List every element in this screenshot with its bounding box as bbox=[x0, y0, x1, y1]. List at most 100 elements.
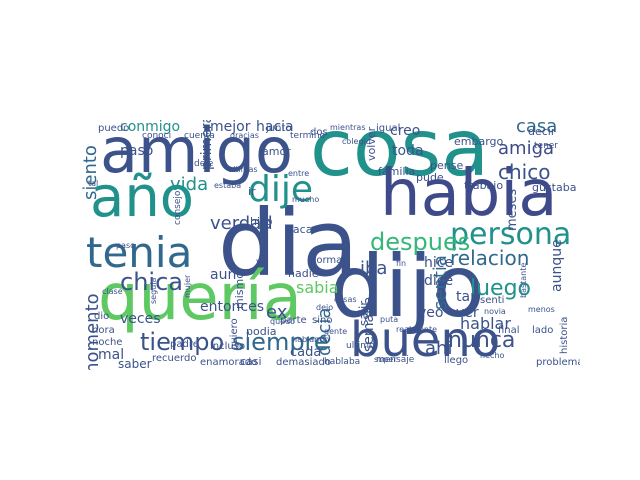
word-hacia: hacia bbox=[256, 120, 294, 135]
word-tenia: tenia bbox=[86, 228, 193, 277]
word-casi: casi bbox=[240, 355, 262, 368]
word-dio: dio bbox=[94, 311, 110, 322]
word-año: año bbox=[90, 165, 195, 230]
word-parte: parte bbox=[280, 315, 307, 326]
word-clase: clase bbox=[102, 287, 123, 296]
word-cada: cada bbox=[290, 345, 322, 360]
word-hablando: hablando bbox=[292, 335, 330, 344]
word-noche: noche bbox=[92, 337, 123, 348]
word-dia: dia bbox=[218, 190, 359, 297]
word-chico: chico bbox=[498, 160, 551, 184]
word-mucho: mucho bbox=[292, 195, 320, 204]
word-amigo: amigo bbox=[100, 120, 293, 187]
word-ir: ir bbox=[248, 185, 256, 198]
word-persona: persona bbox=[450, 217, 572, 252]
word-embargo: embargo bbox=[454, 135, 504, 148]
word-estaba: estaba bbox=[214, 181, 242, 190]
word-sabia: sabia bbox=[296, 278, 339, 297]
word-consejo: consejo bbox=[173, 190, 183, 225]
word-termino: termino bbox=[290, 131, 326, 141]
word-cosas: cosas bbox=[334, 295, 357, 304]
word-final: final bbox=[498, 325, 520, 336]
word-colegio: colegio bbox=[342, 137, 371, 146]
word-menos: menos bbox=[528, 305, 555, 314]
word-paso: paso bbox=[116, 241, 136, 250]
word-verdad: verdad bbox=[210, 213, 273, 234]
word-hizo: hizo bbox=[250, 215, 273, 228]
word-dice: dice bbox=[424, 273, 454, 289]
word-sino: sino bbox=[312, 315, 333, 326]
word-dejo: dejo bbox=[316, 303, 334, 312]
word-meses: meses bbox=[505, 188, 520, 231]
word-deje: deje bbox=[194, 159, 214, 169]
word-ex: ex bbox=[266, 302, 288, 323]
word-decir: decir bbox=[528, 125, 556, 138]
word-hice: hice bbox=[424, 255, 454, 271]
word-normal: normal bbox=[310, 255, 346, 266]
word-mujer: mujer bbox=[183, 274, 192, 298]
word-creo: creo bbox=[390, 123, 421, 139]
word-cuenta: cuenta bbox=[184, 131, 215, 141]
word-recuerdo: recuerdo bbox=[152, 353, 197, 364]
word-tan: tan bbox=[456, 289, 479, 305]
word-super: super bbox=[374, 355, 397, 364]
word-conoci: conoci bbox=[142, 131, 172, 141]
word-seguia: seguia bbox=[149, 277, 158, 304]
word-habia: habia bbox=[380, 157, 558, 231]
word-llego: llego bbox=[444, 355, 469, 366]
word-despues: despues bbox=[370, 228, 471, 256]
word-gustaba: gustaba bbox=[532, 181, 577, 194]
word-fin: fin bbox=[396, 259, 407, 268]
word-pude: pude bbox=[416, 171, 444, 184]
word-junto: junto bbox=[266, 123, 292, 134]
word-casa: casa bbox=[516, 120, 558, 137]
word-nadie: nadie bbox=[288, 267, 319, 280]
word-siento: siento bbox=[80, 145, 101, 200]
word-familia: familia bbox=[378, 165, 416, 178]
word-tener: tener bbox=[534, 141, 559, 151]
word-gracias: gracias bbox=[230, 131, 259, 140]
word-bastante: bastante bbox=[519, 262, 528, 298]
word-mismo: mismo bbox=[233, 272, 246, 309]
word-veo: veo bbox=[418, 305, 444, 321]
word-hablaba: hablaba bbox=[324, 357, 361, 367]
word-mensaje: mensaje bbox=[376, 355, 415, 365]
word-cloud: dia dijo cosa quería amigo habia año bueno tenia… bbox=[80, 120, 580, 370]
word-pense: pense bbox=[430, 159, 464, 172]
word-aun: aun bbox=[210, 267, 237, 283]
word-siempre: siempre bbox=[232, 328, 329, 356]
word-trabajo: trabajo bbox=[464, 179, 504, 192]
word-aunque: aunque bbox=[549, 239, 565, 292]
word-bueno: bueno bbox=[350, 312, 501, 368]
word-entre: entre bbox=[288, 169, 310, 178]
word-hora: hora bbox=[92, 325, 115, 336]
word-luego: luego bbox=[470, 276, 532, 301]
word-paso: paso bbox=[120, 143, 154, 159]
word-nunca: nunca bbox=[448, 328, 516, 353]
word-enamorado: enamorado bbox=[200, 357, 258, 368]
word-amor: amor bbox=[262, 145, 291, 158]
word-realmente: realmente bbox=[396, 325, 438, 334]
word-problema: problema bbox=[536, 357, 580, 368]
word-novia: novia bbox=[484, 307, 506, 316]
word-toda: toda bbox=[392, 143, 424, 159]
word-igual: igual bbox=[376, 123, 401, 134]
word-ver: ver bbox=[456, 305, 479, 321]
word-historia: historia bbox=[559, 316, 570, 354]
word-vida: vida bbox=[170, 174, 209, 195]
word-demasiado: demasiado bbox=[276, 357, 331, 368]
word-saber: saber bbox=[118, 357, 152, 370]
word-mal: mal bbox=[98, 347, 125, 363]
word-conmigo: conmigo bbox=[120, 120, 181, 135]
word-entonces: entonces bbox=[200, 299, 265, 315]
word-puta: puta bbox=[380, 315, 399, 324]
word-tal: tal bbox=[88, 179, 99, 188]
word-dije: dije bbox=[248, 169, 314, 210]
word-iba: iba bbox=[360, 258, 388, 279]
word-lado: lado bbox=[532, 325, 554, 336]
word-podia: podia bbox=[246, 325, 277, 338]
word-ahi: ahi bbox=[425, 338, 453, 359]
word-dijo: dijo bbox=[330, 237, 485, 337]
word-salir: salir bbox=[357, 300, 371, 326]
word-hablar: hablar bbox=[460, 314, 511, 333]
